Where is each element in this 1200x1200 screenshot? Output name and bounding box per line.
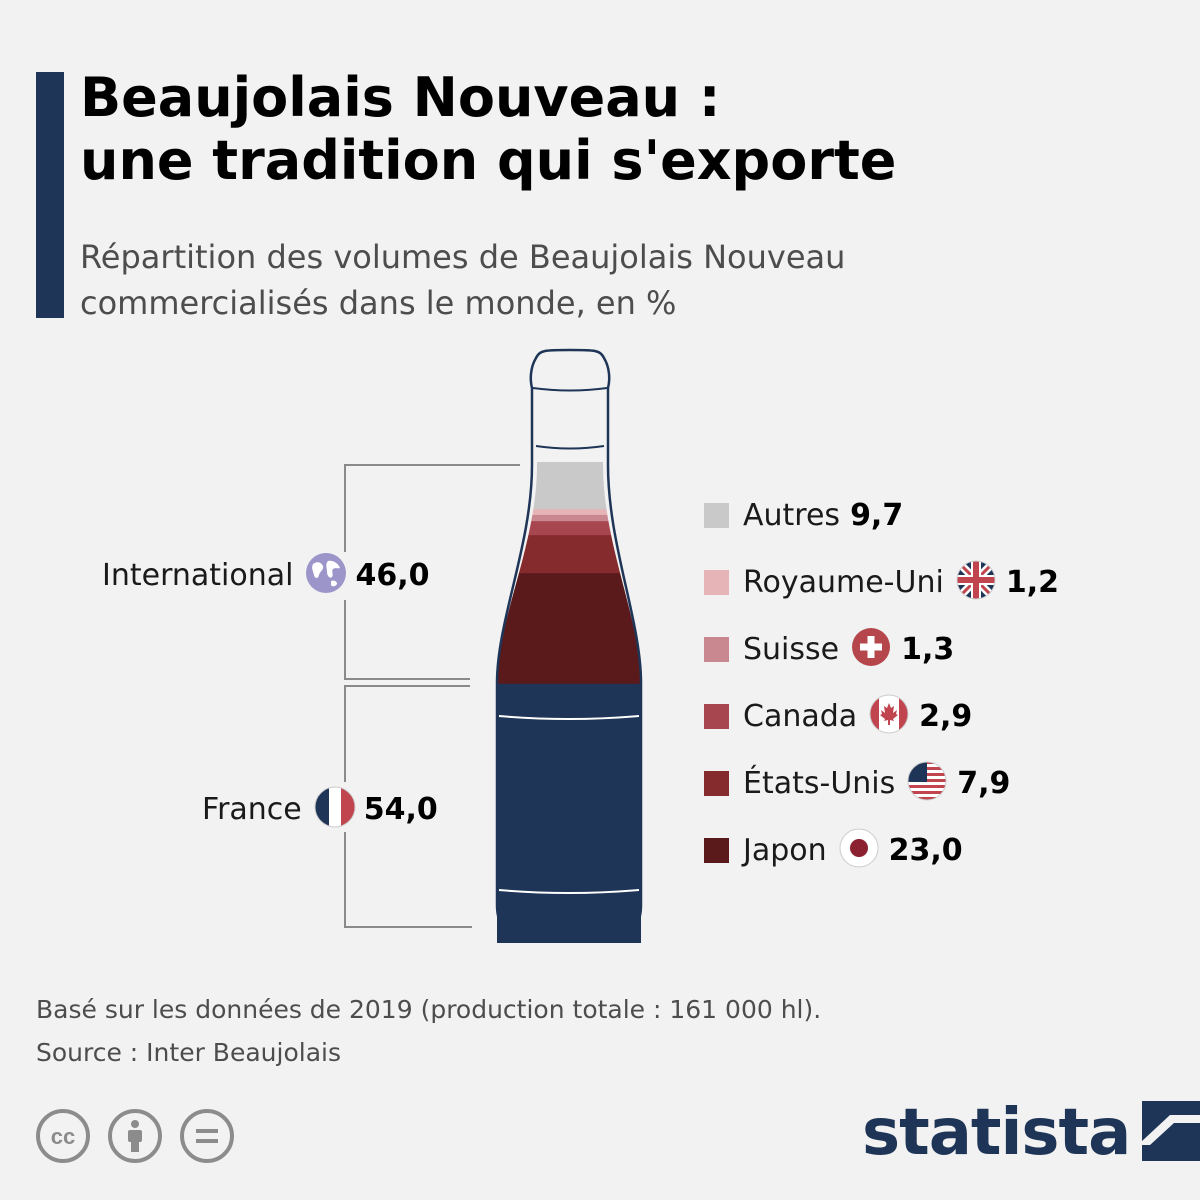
- legend-item-canada: Canada 2,9: [704, 694, 973, 738]
- page-title: Beaujolais Nouveau : une tradition qui s…: [80, 66, 1180, 192]
- legend-label: Suisse: [743, 631, 840, 667]
- bottle-segment-autres: [497, 462, 641, 510]
- bottle-segment-japon: [497, 572, 641, 684]
- page-subtitle: Répartition des volumes de Beaujolais No…: [80, 234, 1180, 326]
- legend-item-etats-unis: États-Unis 7,9: [704, 761, 1011, 805]
- statista-logo: statista: [862, 1096, 1200, 1170]
- bottle-outline: [495, 348, 643, 935]
- bottle-segment-canada: [497, 520, 641, 536]
- subtitle-line-2: commercialisés dans le monde, en %: [80, 284, 677, 322]
- license-icons: cc: [34, 1107, 236, 1169]
- swiss-flag-icon: [851, 627, 891, 671]
- legend-swatch: [704, 502, 729, 528]
- footnote: Basé sur les données de 2019 (production…: [36, 988, 821, 1074]
- footnote-source: Source : Inter Beaujolais: [36, 1038, 341, 1067]
- bottle-label-line-bottom: [498, 889, 640, 894]
- accent-bar: [36, 72, 64, 318]
- legend-label: Canada: [743, 698, 858, 734]
- bottle-segment-royaumeuni: [497, 508, 641, 515]
- attribution-icon[interactable]: [106, 1107, 164, 1169]
- title-line-1: Beaujolais Nouveau :: [80, 66, 721, 129]
- legend-item-japon: Japon 23,0: [704, 828, 963, 872]
- globe-icon: [305, 552, 347, 598]
- france-flag-icon: [314, 786, 356, 832]
- legend-item-autres: Autres 9,7: [704, 495, 903, 535]
- bottle-segment-suisse: [497, 514, 641, 522]
- legend-swatch: [704, 770, 729, 796]
- group-international: International 46,0: [102, 552, 430, 598]
- legend-value: 9,7: [850, 497, 904, 533]
- bottle-segment-tatsunis: [497, 534, 641, 574]
- legend-swatch: [704, 636, 729, 662]
- no-derivatives-icon[interactable]: [178, 1107, 236, 1169]
- group-france: France 54,0: [202, 786, 438, 832]
- legend-item-suisse: Suisse 1,3: [704, 627, 955, 671]
- us-flag-icon: [907, 761, 947, 805]
- legend-item-royaume-uni: Royaume-Uni 1,2: [704, 560, 1059, 604]
- title-line-2: une tradition qui s'exporte: [80, 129, 897, 192]
- statista-logo-icon: [1142, 1101, 1200, 1165]
- legend-value: 1,2: [1005, 564, 1059, 600]
- svg-text:cc: cc: [51, 1124, 75, 1149]
- bottle-label-line-top: [498, 715, 640, 720]
- legend-value: 1,3: [901, 631, 955, 667]
- group-international-label: International: [102, 557, 294, 593]
- legend-label: Autres: [743, 497, 841, 533]
- footnote-note: Basé sur les données de 2019 (production…: [36, 995, 822, 1024]
- group-france-value: 54,0: [363, 791, 438, 827]
- legend-swatch: [704, 703, 729, 729]
- bottle-neck-line: [535, 445, 605, 450]
- legend-swatch: [704, 569, 729, 595]
- uk-flag-icon: [956, 560, 996, 604]
- bottle-segment-france: [497, 683, 641, 943]
- legend-label: États-Unis: [743, 765, 896, 801]
- group-international-value: 46,0: [355, 557, 430, 593]
- group-france-label: France: [202, 791, 302, 827]
- canada-flag-icon: [869, 694, 909, 738]
- legend-label: Royaume-Uni: [743, 564, 944, 600]
- legend-value: 7,9: [957, 765, 1011, 801]
- creative-commons-icon[interactable]: cc: [34, 1107, 92, 1169]
- bottle-lip-line: [532, 387, 608, 392]
- statista-wordmark: statista: [862, 1096, 1131, 1170]
- legend-value: 23,0: [888, 832, 963, 868]
- japan-flag-icon: [839, 828, 879, 872]
- subtitle-line-1: Répartition des volumes de Beaujolais No…: [80, 238, 846, 276]
- legend-label: Japon: [743, 832, 827, 868]
- legend-swatch: [704, 837, 729, 863]
- legend-value: 2,9: [919, 698, 973, 734]
